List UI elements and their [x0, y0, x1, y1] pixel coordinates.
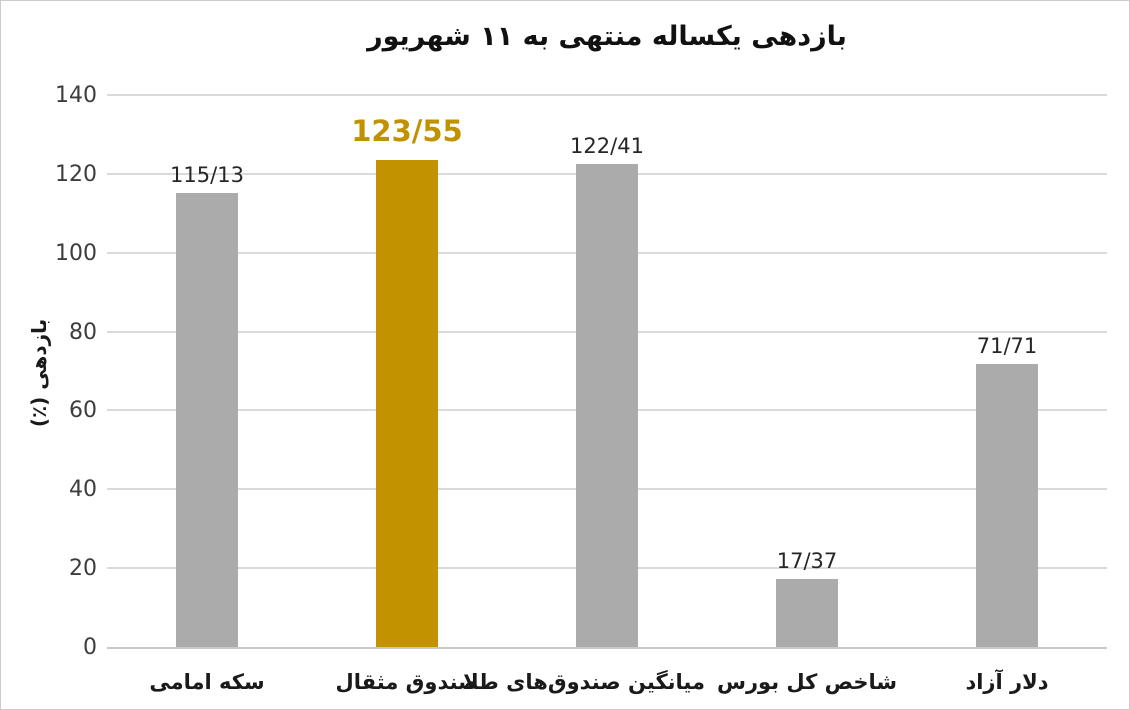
x-category-label-3: شاخص کل بورس — [716, 670, 898, 694]
bar-3 — [776, 578, 838, 647]
bar-1 — [376, 159, 438, 647]
plot-area: 0 20 40 60 80 100 120 140 115/13 سکه امامی 123/55 ص… — [55, 83, 1107, 694]
y-tick-label-80: 80 — [69, 319, 97, 345]
gridline-140 — [107, 94, 1107, 96]
bar-value-label-4: 71/71 — [976, 334, 1038, 359]
x-category-label-0: سکه امامی — [149, 670, 265, 694]
y-tick-label-20: 20 — [69, 556, 97, 582]
x-axis-line — [107, 647, 1107, 649]
bar-value-label-1: 123/55 — [351, 113, 463, 148]
bar-4 — [976, 364, 1038, 647]
bar-value-label-0: 115/13 — [170, 163, 244, 188]
y-tick-label-120: 120 — [55, 161, 97, 187]
bar-value-label-2: 122/41 — [570, 134, 644, 159]
y-tick-label-40: 40 — [69, 477, 97, 503]
chart-title: بازدهی یکساله منتهی به ۱۱ شهریور — [367, 21, 847, 52]
x-category-label-1: صندوق مثقال — [335, 670, 479, 694]
y-tick-label-100: 100 — [55, 240, 97, 266]
y-tick-label-60: 60 — [69, 398, 97, 424]
x-category-label-2: میانگین صندوق‌های طلا — [463, 670, 705, 694]
bar-0 — [176, 193, 238, 647]
bar-2 — [576, 164, 638, 647]
y-tick-label-0: 0 — [83, 635, 97, 660]
x-category-label-4: دلار آزاد — [965, 670, 1049, 694]
y-tick-label-140: 140 — [55, 83, 97, 108]
bar-value-label-3: 17/37 — [776, 548, 838, 573]
y-axis-title: بازدهی (٪) — [27, 318, 51, 428]
